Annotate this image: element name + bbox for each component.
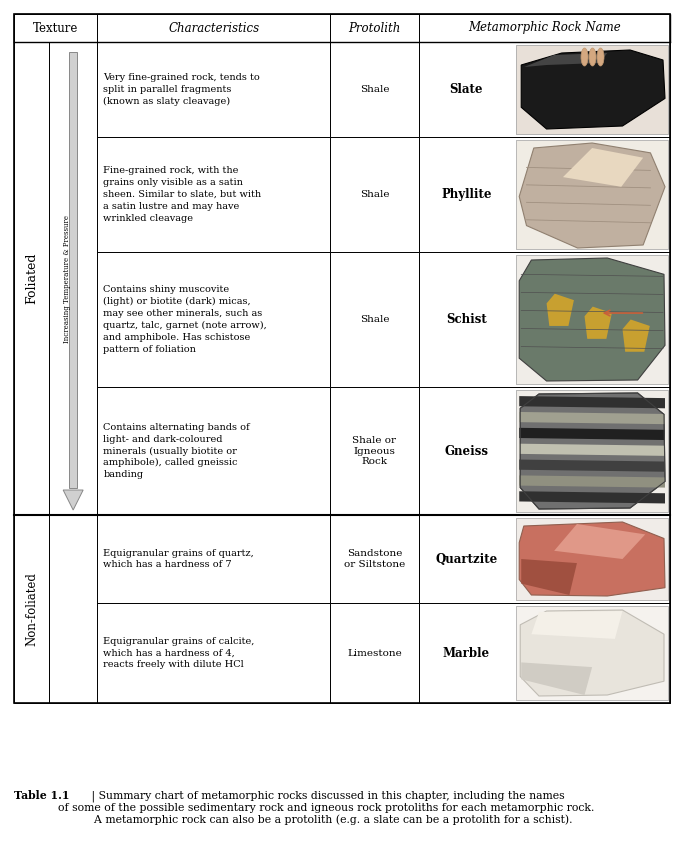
Text: Non-foliated: Non-foliated (25, 572, 38, 646)
Bar (516, 45, 668, 134)
Text: Contains shiny muscovite
(light) or biotite (dark) micas,
may see other minerals: Contains shiny muscovite (light) or biot… (103, 286, 267, 354)
Text: Very fine-grained rock, tends to
split in parallel fragments
(known as slaty cle: Very fine-grained rock, tends to split i… (103, 73, 260, 106)
Text: Protolith: Protolith (348, 22, 401, 35)
Bar (516, 390, 668, 512)
Text: Schist: Schist (446, 313, 487, 326)
Bar (516, 255, 668, 384)
Polygon shape (521, 50, 665, 129)
Bar (330, 603, 419, 703)
Polygon shape (519, 258, 665, 381)
Polygon shape (521, 610, 664, 696)
Bar (419, 603, 670, 703)
Polygon shape (554, 524, 645, 559)
Bar (97, 515, 330, 603)
Bar (14, 14, 670, 703)
Bar (14, 14, 670, 42)
Bar (49, 515, 97, 703)
Text: Shale or
Igneous
Rock: Shale or Igneous Rock (352, 436, 397, 466)
Bar (97, 603, 330, 703)
Polygon shape (519, 444, 665, 456)
Text: Contains alternating bands of
light- and dark-coloured
minerals (usually biotite: Contains alternating bands of light- and… (103, 423, 250, 479)
Text: Shale: Shale (360, 315, 389, 324)
Bar (14, 42, 49, 515)
Text: Sandstone
or Siltstone: Sandstone or Siltstone (344, 550, 405, 569)
Text: Quartzite: Quartzite (435, 552, 498, 565)
Bar (330, 515, 419, 603)
Bar (330, 42, 419, 137)
Text: Fine-grained rock, with the
grains only visible as a satin
sheen. Similar to sla: Fine-grained rock, with the grains only … (103, 167, 261, 223)
Bar (419, 252, 670, 387)
Text: Limestone: Limestone (347, 648, 402, 658)
Bar (49, 42, 97, 515)
Bar (516, 45, 668, 134)
Text: Characteristics: Characteristics (168, 22, 259, 35)
Polygon shape (519, 396, 665, 408)
Polygon shape (531, 611, 622, 639)
Polygon shape (519, 143, 665, 248)
Polygon shape (519, 476, 665, 488)
Polygon shape (519, 522, 665, 596)
Bar (14, 14, 97, 42)
Bar (419, 137, 670, 252)
Polygon shape (521, 663, 592, 695)
Bar (516, 606, 668, 700)
Bar (516, 140, 668, 249)
Polygon shape (622, 319, 650, 352)
Polygon shape (547, 293, 574, 326)
Bar (516, 518, 668, 600)
Bar (419, 14, 670, 42)
Bar (516, 606, 668, 700)
Text: Equigranular grains of calcite,
which has a hardness of 4,
reacts freely with di: Equigranular grains of calcite, which ha… (103, 637, 254, 670)
Bar (419, 387, 670, 515)
Bar (97, 252, 330, 387)
Bar (97, 387, 330, 515)
Ellipse shape (581, 48, 588, 66)
Polygon shape (524, 53, 607, 67)
Ellipse shape (597, 48, 604, 66)
Text: Equigranular grains of quartz,
which has a hardness of 7: Equigranular grains of quartz, which has… (103, 549, 254, 570)
Polygon shape (519, 428, 665, 440)
Bar (97, 14, 330, 42)
Bar (516, 140, 668, 249)
Text: Foliated: Foliated (25, 253, 38, 305)
Bar (516, 390, 668, 512)
Polygon shape (519, 491, 665, 503)
Text: Texture: Texture (33, 22, 79, 35)
Bar (419, 42, 670, 137)
Polygon shape (585, 306, 612, 339)
Bar (516, 255, 668, 384)
Text: Gneiss: Gneiss (445, 444, 488, 457)
Bar (330, 252, 419, 387)
Bar (516, 518, 668, 600)
Text: Shale: Shale (360, 190, 389, 199)
Bar (330, 137, 419, 252)
Polygon shape (519, 412, 665, 424)
Bar (97, 137, 330, 252)
Polygon shape (521, 393, 665, 509)
Text: Metamorphic Rock Name: Metamorphic Rock Name (468, 22, 621, 35)
Polygon shape (63, 490, 83, 510)
Polygon shape (521, 559, 577, 595)
Text: Slate: Slate (450, 83, 483, 96)
Text: Increasing Temperature & Pressure: Increasing Temperature & Pressure (63, 215, 70, 343)
Text: Table 1.1: Table 1.1 (14, 790, 70, 801)
Bar (97, 42, 330, 137)
Bar (69, 52, 77, 488)
Text: | Summary chart of metamorphic rocks discussed in this chapter, including the na: | Summary chart of metamorphic rocks dis… (58, 790, 594, 825)
Polygon shape (519, 459, 665, 472)
Text: Marble: Marble (443, 646, 490, 659)
Bar (14, 515, 49, 703)
Polygon shape (563, 148, 643, 186)
Ellipse shape (589, 48, 596, 66)
Bar (330, 387, 419, 515)
Bar (330, 14, 419, 42)
Text: Phyllite: Phyllite (441, 188, 492, 201)
Bar (419, 515, 670, 603)
Text: Shale: Shale (360, 85, 389, 94)
